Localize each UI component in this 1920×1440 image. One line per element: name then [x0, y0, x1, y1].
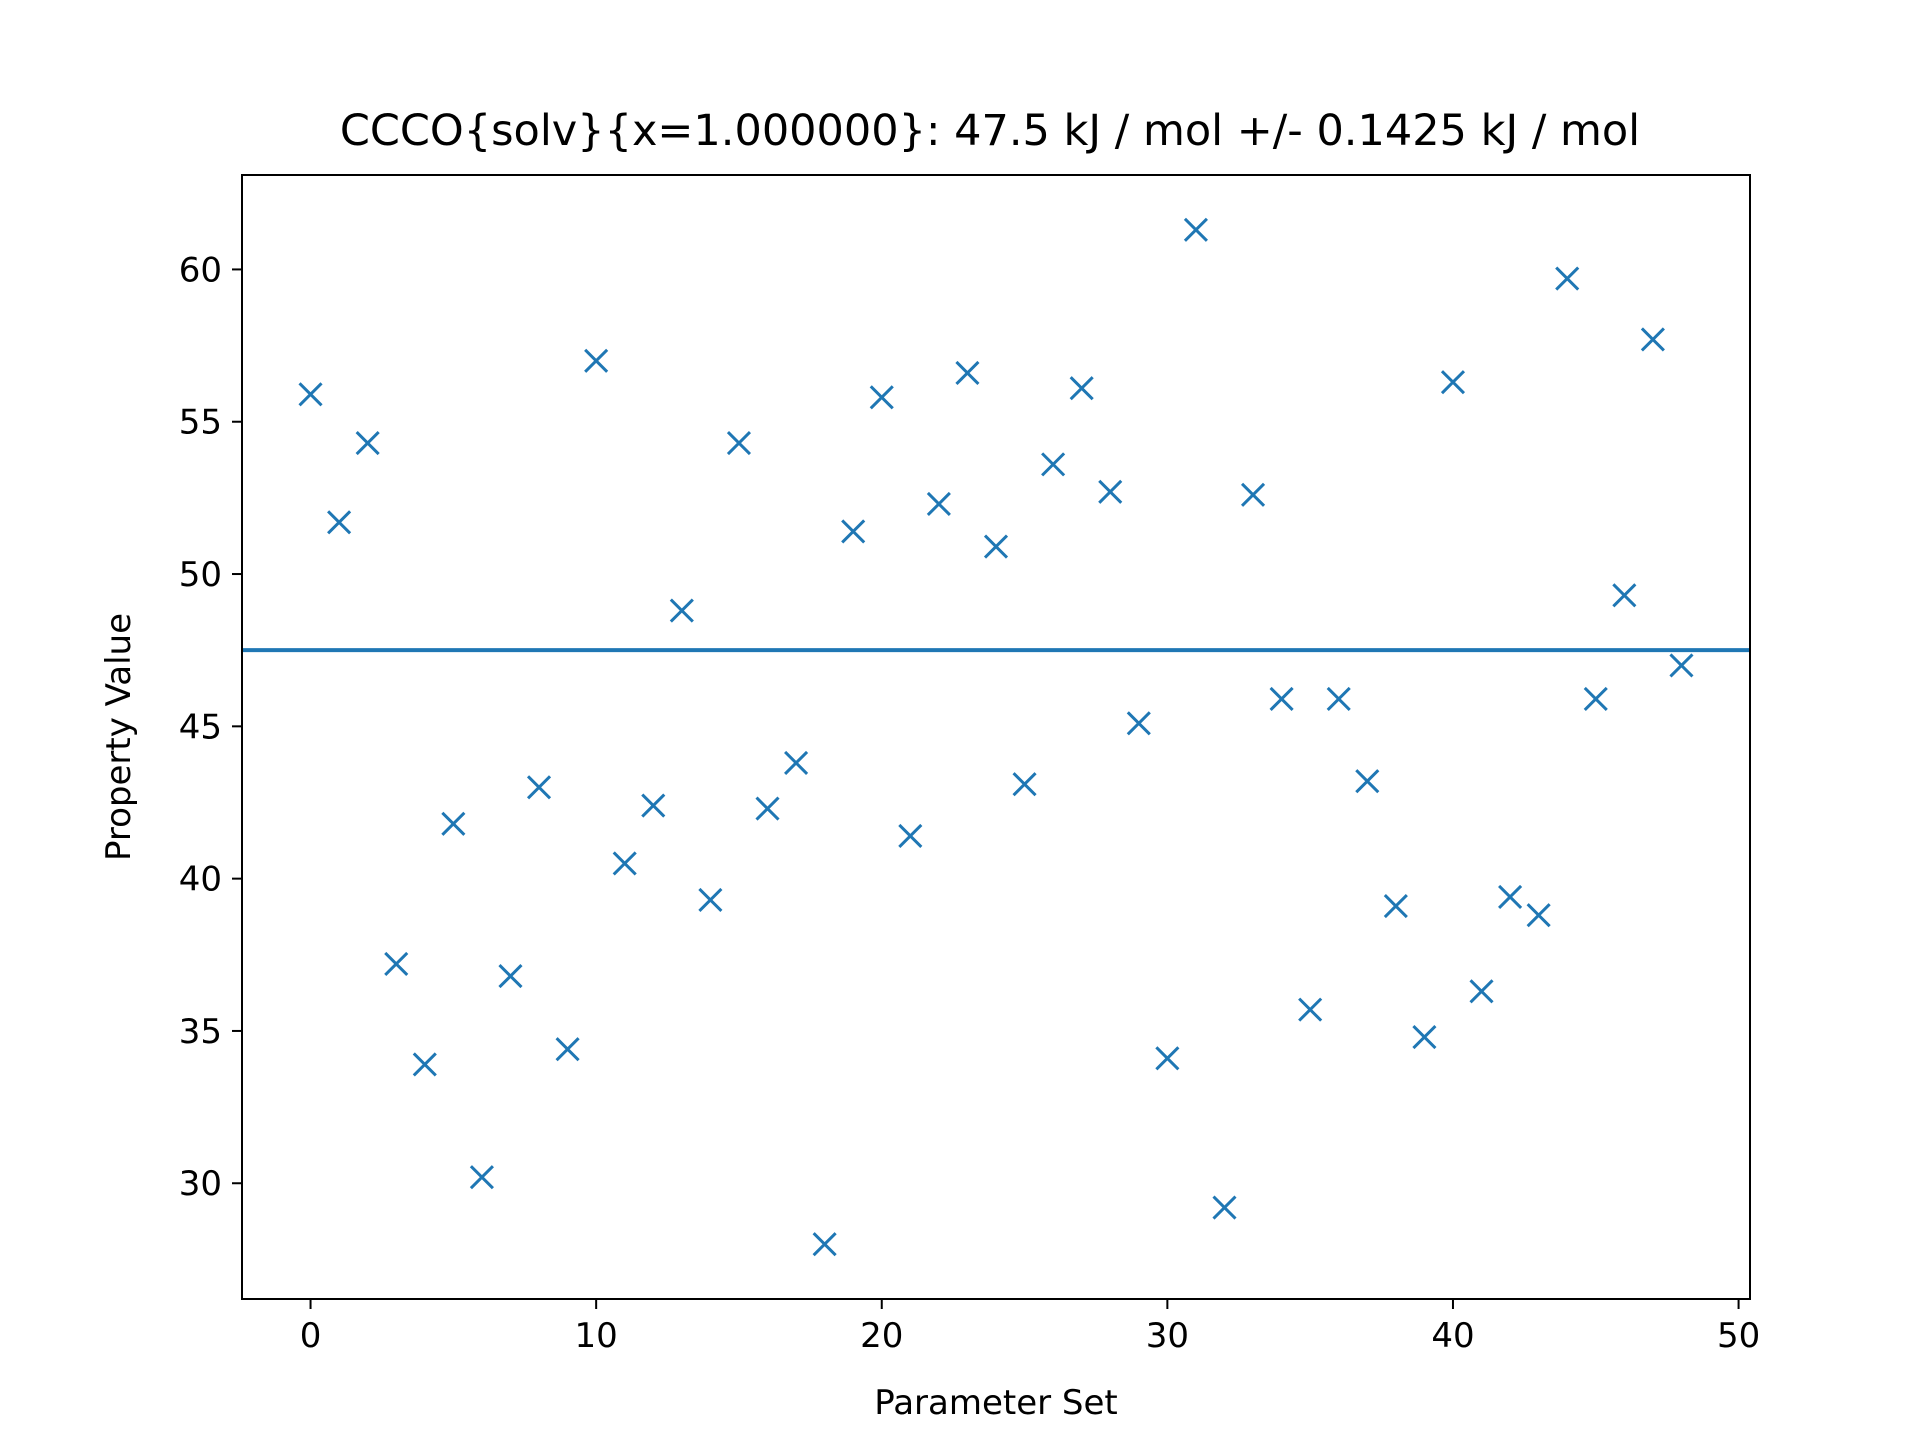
x-tick-label-5: 50 [1717, 1316, 1760, 1356]
data-point-8 [526, 775, 552, 800]
data-point-25 [1012, 772, 1037, 797]
data-point-36 [1326, 686, 1351, 711]
data-point-4 [412, 1052, 437, 1077]
data-point-14 [698, 887, 723, 913]
data-point-3 [384, 951, 409, 976]
data-point-10 [584, 348, 609, 373]
data-point-1 [327, 510, 352, 535]
x-axis-label: Parameter Set [874, 1383, 1118, 1423]
data-point-12 [641, 793, 666, 818]
data-point-34 [1269, 686, 1294, 711]
data-point-26 [1041, 452, 1066, 477]
data-point-28 [1098, 479, 1123, 504]
data-point-27 [1069, 376, 1094, 401]
data-point-39 [1412, 1024, 1437, 1050]
y-tick-label-4: 50 [179, 555, 222, 595]
plot-area [242, 217, 1750, 1257]
x-tick-label-2: 20 [860, 1316, 903, 1356]
data-point-23 [955, 360, 980, 386]
y-tick-label-0: 30 [179, 1164, 222, 1204]
data-point-0 [298, 382, 323, 407]
data-point-33 [1240, 482, 1266, 507]
data-point-20 [869, 385, 894, 410]
data-point-21 [898, 823, 923, 849]
x-tick-label-0: 0 [300, 1316, 322, 1356]
data-point-35 [1298, 997, 1323, 1022]
data-point-47 [1640, 327, 1665, 352]
data-point-2 [355, 430, 380, 456]
data-point-7 [498, 964, 523, 989]
y-tick-label-2: 40 [179, 860, 222, 900]
data-point-13 [669, 598, 694, 623]
data-point-32 [1212, 1195, 1237, 1220]
data-point-31 [1183, 217, 1208, 242]
y-tick-label-3: 45 [179, 707, 222, 747]
data-point-6 [469, 1165, 494, 1190]
chart-title: CCCO{solv}{x=1.000000}: 47.5 kJ / mol +/… [340, 106, 1640, 156]
plot-frame [241, 174, 1751, 1300]
data-point-17 [784, 750, 809, 775]
data-point-24 [983, 534, 1009, 559]
data-point-19 [841, 519, 866, 544]
data-point-22 [926, 491, 951, 517]
data-point-46 [1612, 583, 1637, 608]
data-point-48 [1669, 653, 1694, 678]
data-point-44 [1555, 266, 1580, 291]
y-axis-label: Property Value [99, 613, 139, 861]
data-point-45 [1583, 686, 1608, 711]
data-point-5 [441, 811, 466, 836]
data-point-30 [1155, 1046, 1180, 1071]
y-tick-label-5: 55 [179, 403, 222, 443]
y-tick-label-1: 35 [179, 1012, 222, 1052]
data-point-15 [726, 430, 752, 456]
data-point-43 [1526, 903, 1551, 928]
x-tick-label-3: 30 [1146, 1316, 1189, 1356]
data-point-38 [1383, 893, 1408, 919]
data-point-29 [1126, 711, 1151, 736]
data-point-9 [555, 1037, 580, 1062]
data-point-11 [612, 851, 637, 876]
data-point-37 [1355, 769, 1380, 794]
data-point-41 [1469, 979, 1494, 1004]
x-tick-label-1: 10 [575, 1316, 618, 1356]
data-point-40 [1440, 370, 1466, 395]
data-point-18 [812, 1232, 837, 1257]
x-tick-label-4: 40 [1431, 1316, 1474, 1356]
data-point-16 [755, 796, 780, 821]
data-point-42 [1498, 884, 1523, 909]
y-tick-label-6: 60 [179, 250, 222, 290]
